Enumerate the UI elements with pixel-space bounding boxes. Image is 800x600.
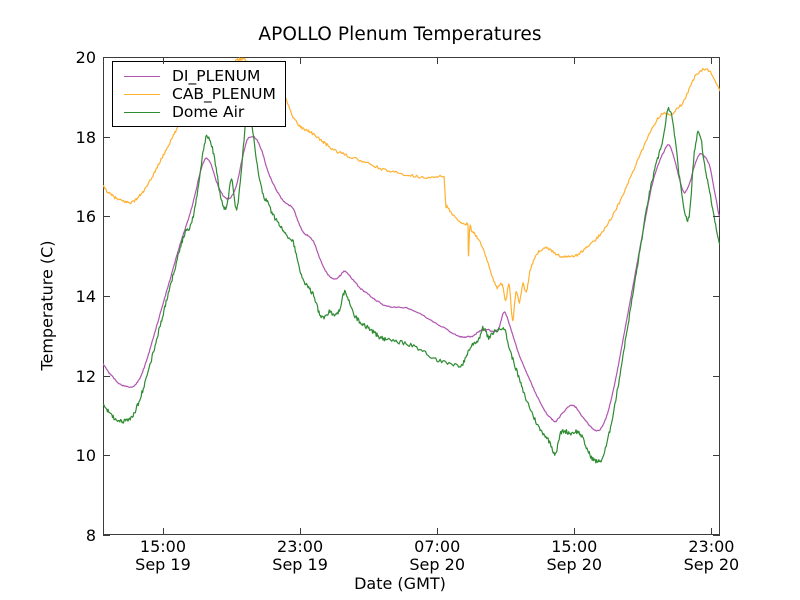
x-tick-mark-top [300, 57, 302, 64]
y-tick-mark [103, 535, 110, 536]
y-tick-mark [103, 455, 110, 457]
series-line-dome-air [103, 106, 720, 464]
y-tick-mark [103, 296, 110, 297]
y-tick-mark-right [713, 535, 720, 536]
y-tick-mark-right [713, 375, 720, 377]
x-tick-mark [162, 528, 164, 535]
x-tick-mark [437, 528, 439, 535]
legend-swatch-cab-plenum [124, 93, 160, 95]
legend-item-cab-plenum[interactable]: CAB_PLENUM [120, 85, 276, 103]
chart-legend: DI_PLENUM CAB_PLENUM Dome Air [112, 61, 286, 127]
chart-title: APOLLO Plenum Temperatures [258, 24, 542, 45]
x-tick-mark-top [437, 57, 439, 64]
y-tick-label-group: 8 10 12 14 16 18 20 [50, 0, 96, 600]
x-tick-label: 15:00 Sep 19 [135, 537, 191, 574]
y-tick-mark [103, 216, 110, 218]
legend-label-cab-plenum: CAB_PLENUM [172, 85, 276, 103]
y-tick-label: 18 [75, 127, 96, 147]
x-tick-label: 07:00 Sep 20 [409, 537, 465, 574]
x-tick-label: 15:00 Sep 20 [546, 537, 603, 574]
y-tick-label: 14 [75, 287, 96, 306]
x-tick-mark [574, 528, 576, 535]
y-tick-label: 20 [75, 48, 96, 67]
x-tick-mark [711, 528, 713, 535]
y-tick-mark [103, 57, 110, 58]
x-tick-label: 23:00 Sep 20 [683, 537, 740, 574]
y-tick-mark-right [713, 136, 720, 138]
y-tick-mark [103, 136, 110, 138]
y-tick-mark-right [713, 455, 720, 457]
x-tick-mark-top [162, 57, 164, 64]
y-tick-mark-right [713, 216, 720, 218]
x-tick-mark-top [711, 57, 713, 64]
x-tick-label: 23:00 Sep 19 [272, 537, 328, 574]
legend-label-dome-air: Dome Air [172, 103, 245, 121]
legend-item-di-plenum[interactable]: DI_PLENUM [120, 67, 276, 85]
series-line-di-plenum [103, 135, 720, 432]
legend-item-dome-air[interactable]: Dome Air [120, 103, 276, 121]
y-tick-label: 12 [75, 366, 96, 386]
plot-series-layer [103, 57, 720, 464]
y-tick-mark [103, 375, 110, 377]
x-tick-mark-top [574, 57, 576, 64]
x-axis-title: Date (GMT) [354, 574, 446, 593]
y-tick-mark-right [713, 296, 720, 297]
legend-label-di-plenum: DI_PLENUM [172, 67, 261, 85]
y-tick-label: 16 [75, 207, 96, 227]
y-tick-label: 8 [85, 526, 96, 545]
x-tick-mark [300, 528, 302, 535]
y-tick-mark-right [713, 57, 720, 58]
legend-swatch-dome-air [124, 111, 160, 113]
y-tick-label: 10 [75, 446, 96, 466]
legend-swatch-di-plenum [124, 75, 160, 77]
